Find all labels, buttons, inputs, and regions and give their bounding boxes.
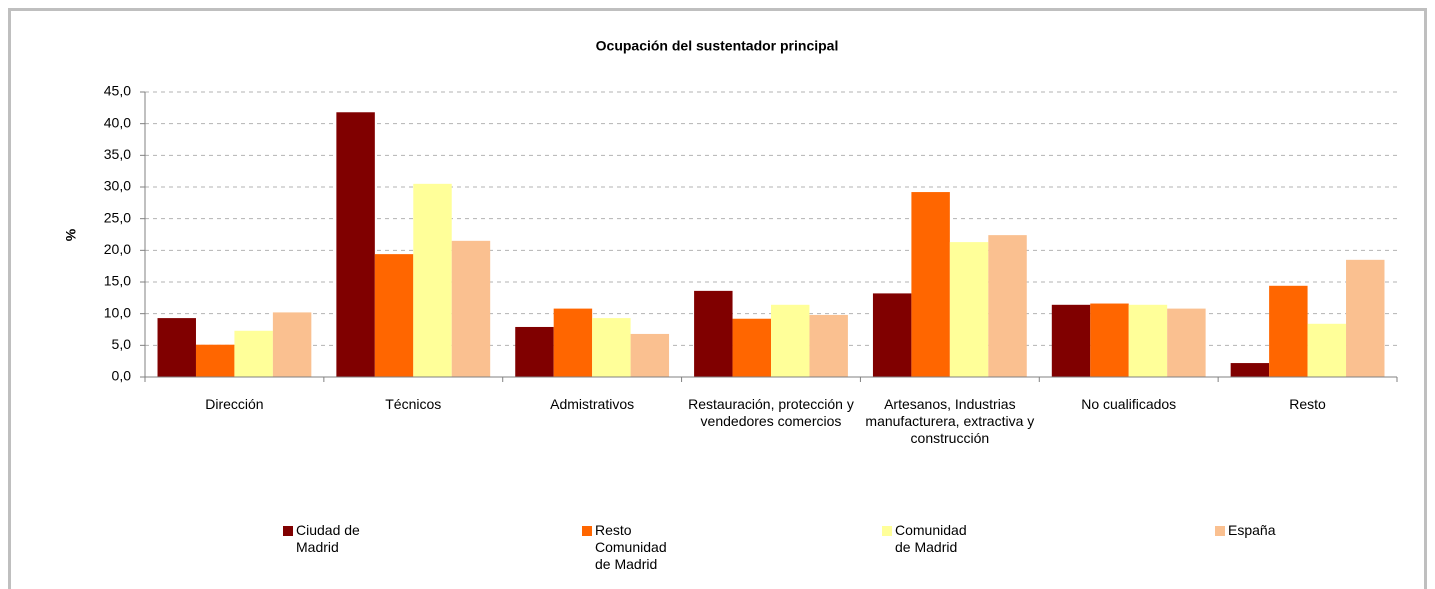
bar (1346, 259, 1385, 377)
x-tick-label: No cualificados (1081, 396, 1177, 412)
bar (451, 240, 491, 377)
y-tick-label: 40,0 (104, 114, 131, 130)
legend-swatch (1215, 526, 1225, 536)
x-tick-label: Admistrativos (550, 396, 635, 412)
x-tick-label: Técnicos (385, 396, 442, 412)
bar (911, 192, 950, 377)
x-tick-label: Restauración, protección y vendedores co… (688, 396, 854, 429)
bar (1090, 303, 1129, 377)
bar (195, 344, 235, 377)
legend-swatch (582, 526, 592, 536)
bar (1269, 285, 1308, 377)
y-tick-label: 10,0 (104, 304, 131, 320)
x-tick-label: Artesanos, Industrias manufacturera, ext… (865, 396, 1035, 446)
bar (732, 318, 771, 377)
bar (1167, 308, 1206, 377)
bar (592, 318, 631, 377)
y-tick-label: 30,0 (104, 178, 131, 194)
bar (272, 312, 312, 377)
chart-frame (8, 8, 1427, 589)
bar (988, 235, 1027, 377)
legend-swatch (283, 526, 293, 536)
bar (553, 308, 593, 377)
legend-swatch (882, 526, 892, 536)
x-tick-label: Dirección (205, 396, 264, 412)
bar (1307, 323, 1347, 377)
chart-title: Ocupación del sustentador principal (596, 38, 839, 54)
y-axis-label: % (63, 228, 79, 241)
bar (234, 330, 273, 377)
bar (809, 314, 848, 377)
bar (694, 290, 733, 377)
bar (771, 304, 810, 377)
bar (1230, 363, 1270, 377)
y-tick-label: 15,0 (104, 273, 131, 289)
y-tick-label: 25,0 (104, 209, 131, 225)
bar (157, 318, 196, 377)
y-tick-label: 0,0 (112, 368, 132, 384)
legend-label: España (1228, 522, 1276, 538)
bar (1128, 304, 1168, 377)
legend-label: Comunidad de Madrid (895, 522, 967, 555)
legend-label: Ciudad de Madrid (296, 522, 360, 555)
bar (630, 333, 670, 377)
x-tick-label: Resto (1289, 396, 1326, 412)
bar (374, 254, 414, 377)
y-tick-label: 45,0 (104, 83, 131, 99)
y-tick-label: 35,0 (104, 146, 131, 162)
y-tick-label: 20,0 (104, 241, 131, 257)
bar (1051, 304, 1091, 377)
bar (336, 112, 375, 378)
bar (413, 183, 452, 377)
bar (515, 326, 554, 377)
y-tick-label: 5,0 (112, 336, 132, 352)
bar (949, 242, 989, 377)
legend-label: Resto Comunidad de Madrid (595, 522, 667, 572)
bar (872, 293, 912, 377)
